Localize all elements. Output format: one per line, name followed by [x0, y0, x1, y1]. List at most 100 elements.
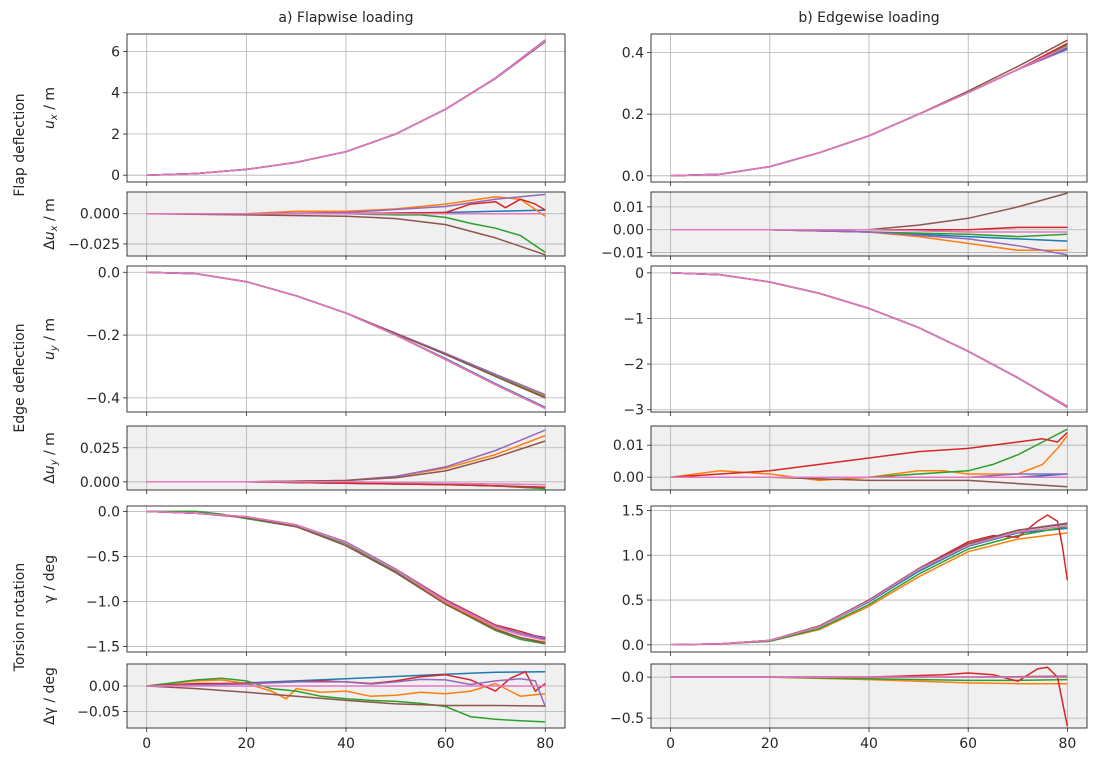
x-tick-label: 80	[536, 736, 554, 752]
y-tick-label: −0.05	[77, 705, 120, 721]
x-tick-label: 20	[761, 736, 779, 752]
series-line-5	[146, 212, 546, 256]
series-line-6	[146, 40, 546, 176]
panel-frame	[650, 265, 1088, 413]
y-tick-label: −0.5	[86, 549, 120, 565]
series-line-4	[146, 678, 546, 707]
y-axis-label: γ / deg	[42, 555, 58, 603]
y-tick-label: 6	[111, 45, 120, 61]
x-tick-label: 60	[437, 736, 455, 752]
y-tick-label: −0.4	[86, 391, 120, 407]
y-tick-label: 0.0	[98, 265, 120, 281]
series-group	[670, 514, 1069, 646]
panel-c1-r0: 0.0 0.2 0.4	[622, 33, 1088, 186]
series-group	[146, 510, 546, 645]
panel-c0-r0: 0 2 4 6 ux / m	[42, 33, 566, 186]
x-tick-label: 40	[337, 736, 355, 752]
y-axis-label: Δuy / m	[42, 432, 60, 484]
panel-frame	[650, 33, 1088, 183]
series-group	[146, 670, 546, 723]
series-group	[146, 39, 546, 176]
y-tick-label: 0.0	[622, 169, 644, 185]
panel-frame	[650, 191, 1088, 257]
x-tick-label: 0	[142, 736, 151, 752]
series-group	[670, 192, 1068, 256]
series-line-6	[146, 271, 546, 409]
panel-c0-r3: 0.000 0.025 Δuy / m	[42, 425, 566, 494]
y-tick-label: 0	[635, 266, 644, 282]
y-axis-label: ux / m	[42, 87, 60, 129]
series-line-6	[670, 228, 1068, 233]
panel-c0-r1: 0.000 −0.025 Δux / m	[42, 191, 566, 260]
row-group-label-edge: Edge deflection	[12, 323, 28, 432]
series-group	[670, 39, 1068, 177]
y-tick-label: −0.5	[610, 711, 644, 727]
y-tick-label: −0.025	[68, 237, 120, 253]
series-line-6	[146, 481, 546, 486]
y-tick-label: 0.0	[622, 638, 644, 654]
y-tick-label: 0.01	[613, 438, 644, 454]
x-tick-label: 20	[237, 736, 255, 752]
panel-c1-r3: 0.00 0.01	[613, 425, 1088, 494]
panel-c1-r4: 0.0 0.5 1.0 1.5	[622, 503, 1088, 656]
y-tick-label: 0	[111, 168, 120, 184]
y-tick-label: 0.2	[622, 107, 644, 123]
panel-c1-r2: 0 −1 −2 −3	[623, 265, 1088, 419]
y-tick-label: 0.00	[89, 679, 120, 695]
series-line-1	[146, 679, 546, 700]
series-line-6	[670, 45, 1068, 177]
series-line-5	[146, 685, 546, 707]
series-line-2	[146, 677, 546, 723]
panel-c1-r5: 0 20 40 60 80 0.0 −0.5	[610, 663, 1088, 752]
panel-frame	[126, 505, 566, 653]
panel-c0-r4: 0.0 −0.5 −1.0 −1.5 γ / deg	[42, 504, 566, 656]
column-title-flapwise: a) Flapwise loading	[278, 10, 413, 26]
y-tick-label: −0.01	[601, 246, 644, 262]
y-tick-label: 0.000	[80, 207, 120, 223]
panel-c0-r5: 0 20 40 60 80 0.00 −0.05 Δγ / deg	[42, 663, 566, 752]
x-tick-label: 80	[1058, 736, 1076, 752]
x-tick-label: 0	[666, 736, 675, 752]
x-tick-label: 60	[959, 736, 977, 752]
panel-frame	[126, 33, 566, 183]
y-tick-label: 0.0	[622, 670, 644, 686]
y-tick-label: 4	[111, 86, 120, 102]
y-tick-label: 2	[111, 127, 120, 143]
panel-frame	[126, 191, 566, 257]
panel-frame	[126, 425, 566, 491]
series-group	[146, 271, 546, 410]
panel-c0-r2: 0.0 −0.2 −0.4 uy / m	[42, 265, 566, 416]
y-tick-label: 0.4	[622, 46, 644, 62]
column-title-edgewise: b) Edgewise loading	[798, 10, 939, 26]
y-tick-label: 1.0	[622, 548, 644, 564]
panel-c1-r1: 0.01 0.00 −0.01	[601, 191, 1088, 262]
series-group	[670, 272, 1068, 409]
y-tick-label: −2	[623, 357, 644, 373]
y-tick-label: −1	[623, 311, 644, 327]
y-tick-label: −1.0	[86, 595, 120, 611]
y-tick-label: 0.00	[613, 470, 644, 486]
y-tick-label: 1.5	[622, 503, 644, 519]
series-line-3	[670, 431, 1068, 478]
series-line-2	[146, 510, 546, 645]
panel-frame	[650, 425, 1088, 491]
series-group	[670, 666, 1069, 727]
panel-frame	[126, 265, 566, 413]
series-line-6	[670, 524, 1068, 646]
series-group	[670, 428, 1068, 488]
series-line-1	[670, 435, 1068, 482]
series-group	[146, 429, 546, 490]
y-tick-label: 0.5	[622, 593, 644, 609]
panel-frame	[126, 663, 566, 729]
series-line-6	[670, 272, 1068, 408]
y-tick-label: −3	[623, 403, 644, 419]
row-group-label-flap: Flap deflection	[12, 93, 28, 196]
y-axis-label: Δux / m	[42, 198, 60, 250]
y-tick-label: −1.5	[86, 640, 120, 656]
x-tick-label: 40	[860, 736, 878, 752]
y-tick-label: 0.0	[98, 504, 120, 520]
y-tick-label: −0.2	[86, 328, 120, 344]
series-group	[146, 193, 546, 256]
